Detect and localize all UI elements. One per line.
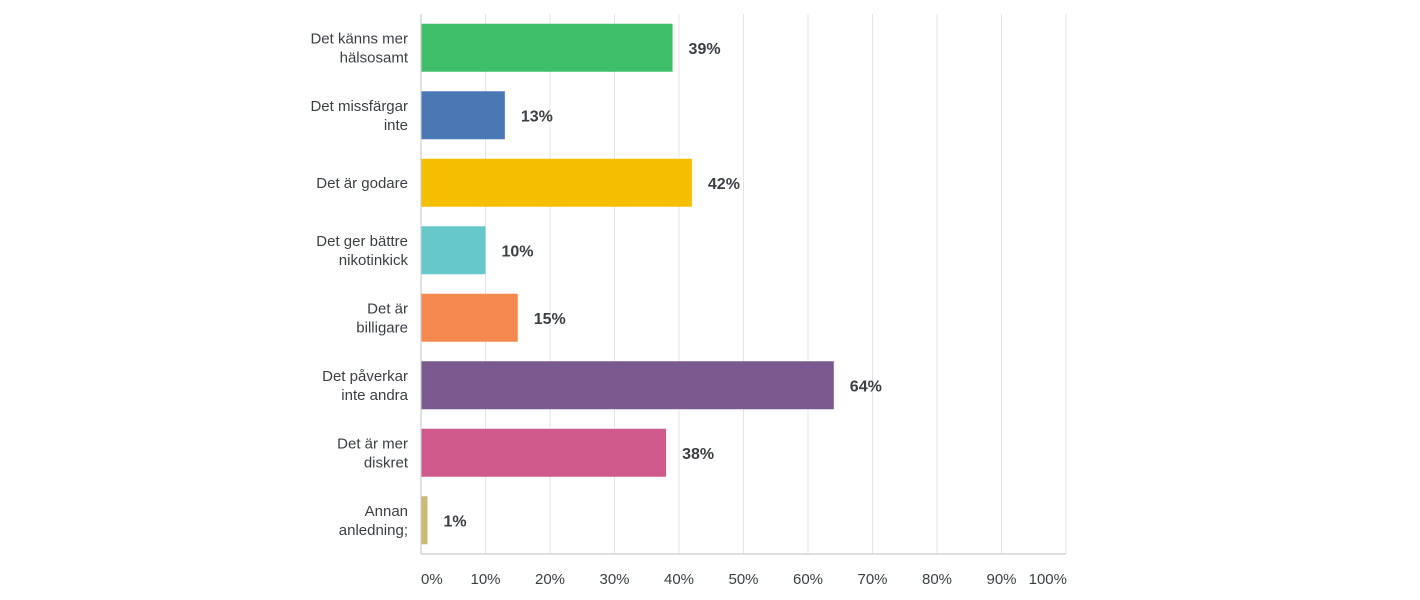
- x-tick-label-40: 40%: [664, 571, 694, 588]
- x-tick-label-70: 70%: [857, 571, 887, 588]
- category-label-1: Det missfärgar inte: [310, 98, 408, 134]
- x-tick-label-20: 20%: [535, 571, 565, 588]
- x-tick-label-10: 10%: [470, 571, 500, 588]
- value-label-3: 10%: [502, 243, 534, 260]
- x-tick-label-50: 50%: [728, 571, 758, 588]
- category-label-6: Det är mer diskret: [337, 435, 409, 471]
- bar-2: [421, 158, 692, 207]
- bar-7: [421, 496, 428, 545]
- x-tick-label-30: 30%: [599, 571, 629, 588]
- value-label-4: 15%: [534, 311, 566, 328]
- value-label-1: 13%: [521, 108, 553, 125]
- category-label-2: Det är godare: [316, 175, 408, 192]
- x-tick-label-90: 90%: [986, 571, 1016, 588]
- labels: 0% 10% 20% 30% 40% 50% 60% 70% 80% 90% 100% 39% Det …: [310, 30, 1067, 588]
- value-label-2: 42%: [708, 176, 740, 193]
- x-tick-label-60: 60%: [793, 571, 823, 588]
- value-label-6: 38%: [682, 446, 714, 463]
- category-label-4: Det är billigare: [356, 300, 408, 336]
- x-tick-label-0: 0%: [421, 571, 443, 588]
- category-label-7: Annan anledning;: [339, 503, 408, 539]
- gridlines: [485, 14, 1067, 554]
- bars: [421, 23, 834, 545]
- value-label-0: 39%: [689, 41, 721, 58]
- bar-4: [421, 293, 518, 342]
- bar-5: [421, 361, 834, 410]
- bar-3: [421, 226, 486, 275]
- x-tick-label-100: 100%: [1029, 571, 1067, 588]
- axes: [420, 14, 1066, 555]
- bar-1: [421, 91, 505, 140]
- category-label-5: Det påverkar inte andra: [322, 368, 409, 404]
- bar-6: [421, 428, 667, 477]
- category-label-3: Det ger bättre nikotinkick: [316, 233, 408, 269]
- x-tick-label-80: 80%: [922, 571, 952, 588]
- value-label-7: 1%: [443, 513, 466, 530]
- category-label-0: Det känns mer hälsosamt: [310, 30, 408, 66]
- value-label-5: 64%: [850, 378, 882, 395]
- bar-0: [421, 23, 673, 72]
